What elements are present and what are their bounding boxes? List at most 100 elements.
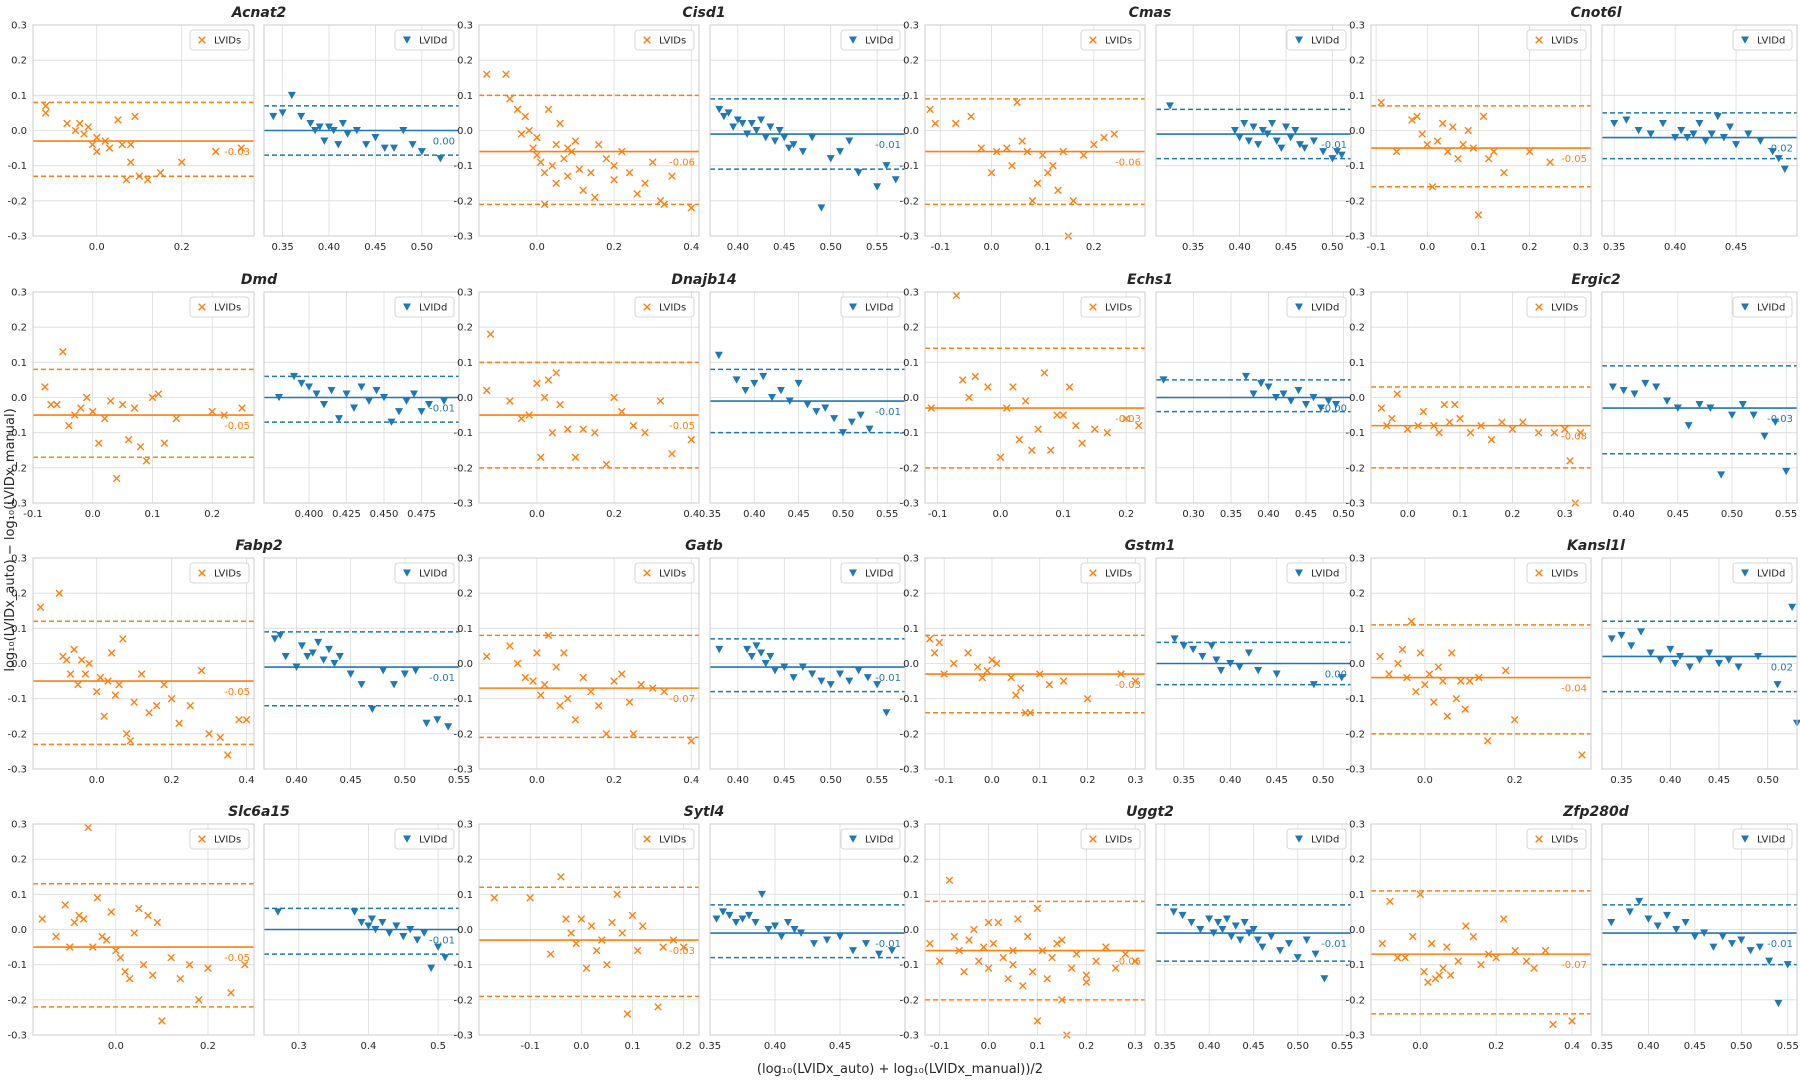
x-tick-label: 0.40 bbox=[727, 242, 749, 253]
lvids-point bbox=[1065, 383, 1074, 391]
lvids-point bbox=[1023, 932, 1032, 941]
lvids-point bbox=[1054, 186, 1062, 195]
x-tick-label: 0.40 bbox=[318, 242, 340, 253]
lvids-subplot: -0.3 -0.2 -0.1 0.0 0.1 0.2 0.3 0.0 0.2 -0.04 LVIDs bbox=[1345, 554, 1592, 786]
x-tick-label: 0.55 bbox=[1331, 1041, 1353, 1052]
lvids-point bbox=[167, 694, 176, 703]
x-tick-label: 0.35 bbox=[1173, 775, 1195, 786]
x-tick-label: 0.40 bbox=[285, 775, 307, 786]
lvids-subplot: -0.3 -0.2 -0.1 0.0 0.1 0.2 0.3 0.0 0.2 0.4 -0.07 LV… bbox=[1345, 820, 1592, 1052]
lvids-point bbox=[610, 677, 618, 685]
x-tick-label: 0.35 bbox=[1154, 1041, 1176, 1052]
lvids-point bbox=[1566, 457, 1574, 465]
lvidd-point bbox=[427, 964, 436, 972]
lvids-subplot: -0.3 -0.2 -0.1 0.0 0.1 0.2 0.3 -0.1 0.0 0.1 0.2 -0.… bbox=[899, 288, 1146, 520]
lvids-point bbox=[1033, 179, 1042, 188]
lvids-subplot: -0.3 -0.2 -0.1 0.0 0.1 0.2 0.3 0.0 0.2 -0.05 LVIDs bbox=[7, 820, 255, 1052]
lvidd-point bbox=[1311, 950, 1320, 958]
y-tick-label: 0.0 bbox=[1349, 126, 1365, 137]
lvidd-point bbox=[406, 926, 415, 934]
lvidd-point bbox=[330, 660, 339, 668]
lvids-point bbox=[940, 670, 948, 678]
mean-value-label: -0.01 bbox=[875, 939, 901, 950]
lvids-point bbox=[1038, 151, 1047, 159]
axes-frame bbox=[1601, 24, 1798, 237]
lvids-point bbox=[116, 953, 125, 962]
mean-value-label: -0.03 bbox=[1115, 414, 1141, 425]
lvidd-point bbox=[1715, 660, 1723, 668]
x-tick-label: 0.1 bbox=[1029, 1041, 1045, 1052]
lvidd-point bbox=[1709, 943, 1718, 951]
x-tick-label: 0.4 bbox=[683, 242, 699, 253]
legend-label: LVIDs bbox=[659, 569, 686, 580]
lvidd-point bbox=[1263, 130, 1272, 138]
y-tick-label: -0.3 bbox=[899, 1031, 919, 1042]
lvids-point bbox=[238, 404, 246, 412]
lvidd-point bbox=[1319, 148, 1328, 156]
lvids-subplot: -0.3 -0.2 -0.1 0.0 0.1 0.2 0.3 -0.1 0.0 0.1 0.2 0.3… bbox=[899, 820, 1146, 1052]
lvids-point bbox=[237, 144, 246, 152]
lvidd-subplot: 0.35 0.40 0.45 0.50 0.55 -0.01 LVIDd bbox=[1154, 823, 1353, 1052]
lvidd-point bbox=[1264, 383, 1273, 391]
lvids-point bbox=[65, 421, 73, 430]
lvidd-point bbox=[408, 141, 417, 149]
lvidd-point bbox=[1302, 936, 1311, 944]
lvidd-subplot: 0.35 0.40 0.45 0.50 -0.01 LVIDd bbox=[1155, 24, 1352, 253]
legend-marker bbox=[643, 835, 651, 843]
lvids-point bbox=[1090, 425, 1099, 433]
lvidd-point bbox=[303, 652, 312, 661]
y-tick-label: -0.2 bbox=[899, 463, 919, 474]
lvids-point bbox=[597, 936, 606, 944]
lvidd-point bbox=[1231, 922, 1240, 930]
lvidd-point bbox=[1625, 908, 1634, 916]
y-tick-label: 0.3 bbox=[11, 554, 27, 565]
lvids-point bbox=[1386, 897, 1394, 906]
lvids-point bbox=[121, 967, 129, 976]
lvids-point bbox=[62, 656, 71, 664]
panel-title: Gstm1 bbox=[1125, 538, 1176, 554]
lvidd-point bbox=[343, 130, 352, 138]
lvidd-point bbox=[290, 372, 298, 381]
lvids-point bbox=[960, 967, 968, 976]
lvids-point bbox=[107, 649, 116, 657]
lvids-point bbox=[544, 105, 553, 114]
x-tick-label: 0.35 bbox=[1610, 775, 1632, 786]
x-tick-label: -0.1 bbox=[520, 1041, 540, 1052]
lvids-point bbox=[987, 168, 996, 177]
lvids-point bbox=[93, 894, 102, 902]
lvids-point bbox=[1500, 168, 1508, 177]
lvids-point bbox=[1435, 428, 1443, 437]
x-tick-label: 0.1 bbox=[1032, 775, 1048, 786]
lvidd-point bbox=[812, 408, 821, 416]
lvidd-subplot: 0.35 0.40 0.45 0.50 0.02 LVIDd bbox=[1601, 557, 1800, 786]
lvids-point bbox=[557, 872, 565, 881]
x-tick-label: 0.4 bbox=[683, 509, 699, 520]
legend-marker bbox=[849, 835, 857, 843]
lvidd-point bbox=[334, 141, 343, 149]
lvidd-point bbox=[830, 415, 839, 423]
lvidd-point bbox=[875, 950, 883, 958]
lvidd-point bbox=[434, 943, 443, 951]
lvidd-point bbox=[402, 397, 411, 405]
axes-frame bbox=[1370, 823, 1592, 1036]
lvids-point bbox=[211, 147, 220, 156]
x-tick-label: 0.0 bbox=[1419, 242, 1435, 253]
lvidd-point bbox=[1637, 628, 1645, 636]
lvidd-point bbox=[1671, 134, 1680, 142]
lvids-point bbox=[949, 659, 958, 668]
lvidd-point bbox=[1756, 137, 1765, 145]
lvidd-point bbox=[780, 663, 789, 671]
y-tick-label: 0.0 bbox=[903, 659, 919, 670]
lvids-point bbox=[1483, 737, 1492, 745]
lvidd-point bbox=[440, 397, 448, 405]
legend: LVIDs bbox=[1080, 828, 1141, 850]
lvidd-point bbox=[1634, 127, 1643, 135]
gene-panel-uggt2: Uggt2 -0.3 -0.2 -0.1 0.0 0.1 0.2 0.3 -0.1 0.0 0.1 0… bbox=[899, 804, 1353, 1052]
lvids-point bbox=[1009, 946, 1017, 955]
lvidd-point bbox=[738, 119, 747, 128]
lvids-point bbox=[194, 996, 203, 1004]
y-tick-label: 0.0 bbox=[903, 126, 919, 137]
lvidd-point bbox=[371, 134, 380, 142]
lvids-point bbox=[536, 158, 545, 166]
lvids-point bbox=[1501, 666, 1510, 675]
